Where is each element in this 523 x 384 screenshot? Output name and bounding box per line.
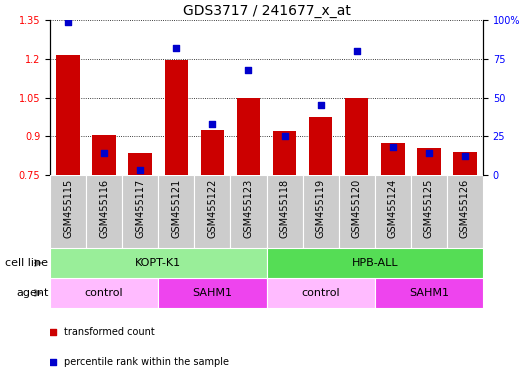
Bar — [86, 175, 122, 248]
Text: percentile rank within the sample: percentile rank within the sample — [64, 357, 229, 367]
Bar — [231, 175, 267, 248]
Bar — [303, 175, 339, 248]
Bar — [50, 278, 158, 308]
Point — [316, 102, 325, 108]
Bar — [50, 248, 267, 278]
Point — [425, 150, 433, 156]
Text: GSM455116: GSM455116 — [99, 179, 109, 238]
Text: agent: agent — [16, 288, 49, 298]
Text: GSM455121: GSM455121 — [172, 179, 181, 238]
Bar — [339, 175, 375, 248]
Bar — [195, 175, 231, 248]
Bar — [375, 278, 483, 308]
Bar — [267, 175, 303, 248]
Bar — [50, 175, 86, 248]
Text: GSM455120: GSM455120 — [351, 179, 362, 238]
Text: HPB-ALL: HPB-ALL — [351, 258, 398, 268]
Text: KOPT-K1: KOPT-K1 — [135, 258, 181, 268]
Text: GSM455115: GSM455115 — [63, 179, 73, 238]
Bar — [453, 152, 476, 175]
Bar — [267, 248, 483, 278]
Text: GSM455124: GSM455124 — [388, 179, 398, 238]
Point — [64, 18, 72, 25]
Bar — [417, 148, 440, 175]
Text: GSM455126: GSM455126 — [460, 179, 470, 238]
Bar — [158, 278, 267, 308]
Point — [280, 133, 289, 139]
Point — [461, 153, 469, 159]
Bar — [411, 175, 447, 248]
Bar — [201, 130, 224, 175]
Text: SAHM1: SAHM1 — [192, 288, 232, 298]
Point — [244, 66, 253, 73]
Text: SAHM1: SAHM1 — [409, 288, 449, 298]
Text: GSM455118: GSM455118 — [279, 179, 290, 238]
Text: GSM455119: GSM455119 — [315, 179, 326, 238]
Text: GSM455117: GSM455117 — [135, 179, 145, 238]
Point — [100, 150, 108, 156]
Bar — [273, 131, 296, 175]
Text: GSM455122: GSM455122 — [208, 179, 218, 238]
Bar — [56, 55, 80, 175]
Text: cell line: cell line — [5, 258, 49, 268]
Text: transformed count: transformed count — [64, 327, 154, 337]
Text: control: control — [301, 288, 340, 298]
Bar — [93, 135, 116, 175]
Bar — [158, 175, 195, 248]
Bar — [267, 278, 375, 308]
Point — [136, 167, 144, 174]
Point — [208, 121, 217, 127]
Point — [389, 144, 397, 150]
Text: control: control — [85, 288, 123, 298]
Bar — [381, 143, 404, 175]
Bar — [129, 153, 152, 175]
Title: GDS3717 / 241677_x_at: GDS3717 / 241677_x_at — [183, 3, 350, 18]
Text: GSM455123: GSM455123 — [244, 179, 254, 238]
Bar — [345, 98, 368, 175]
Point — [49, 359, 57, 365]
Bar — [122, 175, 158, 248]
Bar — [375, 175, 411, 248]
Bar — [447, 175, 483, 248]
Point — [353, 48, 361, 54]
Bar — [309, 117, 332, 175]
Bar — [237, 98, 260, 175]
Text: GSM455125: GSM455125 — [424, 179, 434, 238]
Point — [172, 45, 180, 51]
Bar — [165, 60, 188, 175]
Point — [49, 329, 57, 335]
